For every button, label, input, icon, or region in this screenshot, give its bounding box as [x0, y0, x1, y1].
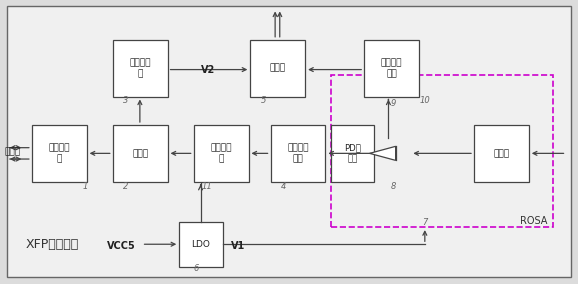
- Bar: [113, 40, 168, 97]
- Text: 4: 4: [280, 181, 286, 191]
- Text: LDO: LDO: [191, 240, 210, 249]
- Text: 8: 8: [390, 181, 396, 191]
- Text: 5: 5: [261, 96, 266, 105]
- Bar: [32, 125, 87, 182]
- Text: 光功率检
测器: 光功率检 测器: [381, 59, 402, 78]
- Text: 1: 1: [83, 181, 88, 191]
- Text: 6: 6: [194, 264, 199, 273]
- Text: V2: V2: [201, 64, 216, 75]
- Text: PD探
测器: PD探 测器: [344, 144, 361, 163]
- Polygon shape: [370, 146, 395, 160]
- Text: 射频放大
器: 射频放大 器: [210, 144, 232, 163]
- Bar: [331, 125, 374, 182]
- Text: 9: 9: [390, 99, 396, 108]
- Bar: [474, 125, 529, 182]
- Text: V1: V1: [231, 241, 246, 251]
- Text: 单片机: 单片机: [270, 64, 286, 73]
- Bar: [194, 125, 249, 182]
- Bar: [271, 125, 325, 182]
- Text: ROSA: ROSA: [520, 216, 547, 226]
- Text: 阻抗匹配
电路: 阻抗匹配 电路: [287, 144, 309, 163]
- Bar: [113, 125, 168, 182]
- Text: VCC5: VCC5: [107, 241, 136, 251]
- Text: 11: 11: [202, 181, 212, 191]
- Text: 耦合器: 耦合器: [132, 149, 148, 158]
- Bar: [364, 40, 419, 97]
- Text: 巴伦转换
器: 巴伦转换 器: [49, 144, 70, 163]
- Text: 功率检测
器: 功率检测 器: [129, 59, 151, 78]
- Text: 2: 2: [123, 181, 129, 191]
- Text: 光接口: 光接口: [494, 149, 509, 158]
- Text: 3: 3: [123, 96, 129, 105]
- Text: 10: 10: [420, 96, 430, 105]
- Bar: [179, 222, 223, 267]
- Bar: [331, 75, 553, 227]
- Text: 差分线: 差分线: [5, 147, 21, 156]
- Text: 7: 7: [422, 218, 428, 227]
- Text: XFP光收模块: XFP光收模块: [26, 238, 79, 251]
- Bar: [250, 40, 305, 97]
